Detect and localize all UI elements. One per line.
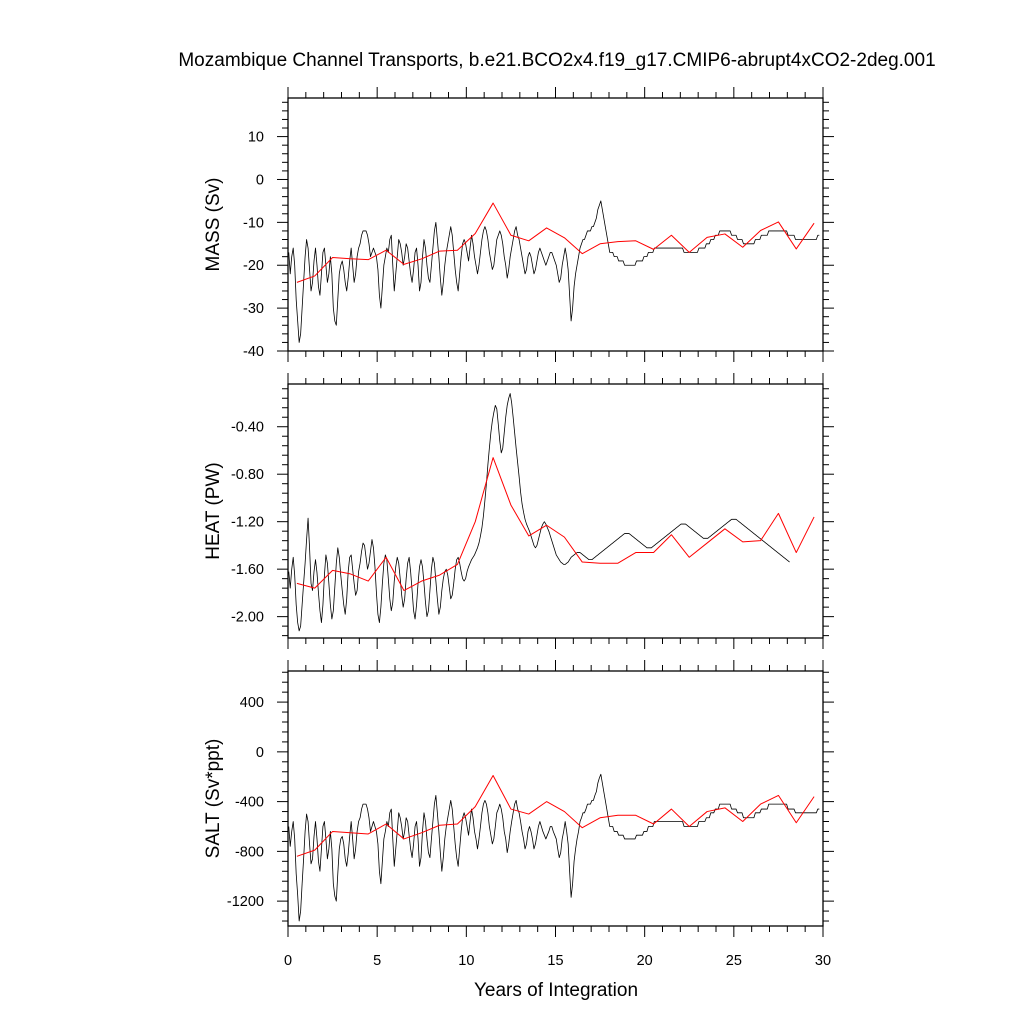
salt-y-tick-label: -1200 bbox=[227, 894, 264, 910]
heat-ticks bbox=[277, 373, 834, 649]
salt-y-tick-label: -400 bbox=[235, 795, 264, 811]
heat-series bbox=[288, 393, 815, 632]
salt-panel: 400 0 -400 -800 -1200 0 5 10 15 20 25 30 SALT (Sv*… bbox=[203, 660, 834, 969]
heat-y-axis-label: HEAT (PW) bbox=[203, 462, 224, 559]
mass-monthly-line bbox=[288, 200, 820, 343]
heat-monthly-line bbox=[288, 393, 790, 632]
chart-title: Mozambique Channel Transports, b.e21.BCO… bbox=[178, 50, 935, 71]
heat-y-tick-label: -1.60 bbox=[231, 562, 264, 578]
salt-y-tick-label: 0 bbox=[256, 745, 264, 761]
mass-y-tick-label: 10 bbox=[248, 130, 264, 146]
mass-y-tick-label: -30 bbox=[243, 301, 264, 317]
mass-frame bbox=[287, 97, 824, 352]
salt-y-axis-label: SALT (Sv*ppt) bbox=[203, 739, 224, 859]
mass-y-tick-label: -20 bbox=[243, 258, 264, 274]
x-axis-label: Years of Integration bbox=[474, 980, 638, 1001]
salt-monthly-line bbox=[288, 773, 820, 922]
mass-y-tick-label: 0 bbox=[256, 172, 264, 188]
x-tick-label: 5 bbox=[373, 953, 381, 969]
x-tick-label: 25 bbox=[726, 953, 742, 969]
x-tick-label: 0 bbox=[284, 953, 292, 969]
mass-y-tick-label: -10 bbox=[243, 215, 264, 231]
heat-y-tick-label: -0.40 bbox=[231, 420, 264, 436]
heat-annual-line bbox=[296, 457, 815, 592]
mass-ticks bbox=[277, 87, 834, 362]
x-tick-label: 20 bbox=[637, 953, 653, 969]
heat-panel: -0.40 -0.80 -1.20 -1.60 -2.00 HEAT (PW) bbox=[203, 373, 834, 649]
mass-y-tick-labels: 10 0 -10 -20 -30 -40 bbox=[243, 130, 264, 360]
heat-y-tick-label: -2.00 bbox=[231, 610, 264, 626]
salt-annual-line bbox=[296, 774, 815, 857]
x-tick-label: 30 bbox=[815, 953, 831, 969]
salt-series bbox=[288, 773, 820, 922]
heat-frame bbox=[287, 383, 824, 639]
salt-ticks bbox=[277, 660, 834, 937]
x-tick-label: 10 bbox=[458, 953, 474, 969]
salt-frame bbox=[287, 670, 824, 927]
x-tick-label: 15 bbox=[547, 953, 563, 969]
salt-y-tick-label: -800 bbox=[235, 844, 264, 860]
mass-series bbox=[288, 200, 820, 343]
mass-panel: 10 0 -10 -20 -30 -40 MASS (Sv) bbox=[203, 87, 834, 362]
mass-y-tick-label: -40 bbox=[243, 344, 264, 360]
heat-y-tick-label: -0.80 bbox=[231, 467, 264, 483]
heat-y-tick-labels: -0.40 -0.80 -1.20 -1.60 -2.00 bbox=[231, 420, 264, 626]
heat-y-tick-label: -1.20 bbox=[231, 515, 264, 531]
x-tick-labels: 0 5 10 15 20 25 30 bbox=[284, 953, 831, 969]
salt-y-tick-label: 400 bbox=[240, 695, 264, 711]
salt-y-tick-labels: 400 0 -400 -800 -1200 bbox=[227, 695, 264, 910]
mass-annual-line bbox=[296, 202, 815, 283]
mass-y-axis-label: MASS (Sv) bbox=[203, 178, 224, 272]
